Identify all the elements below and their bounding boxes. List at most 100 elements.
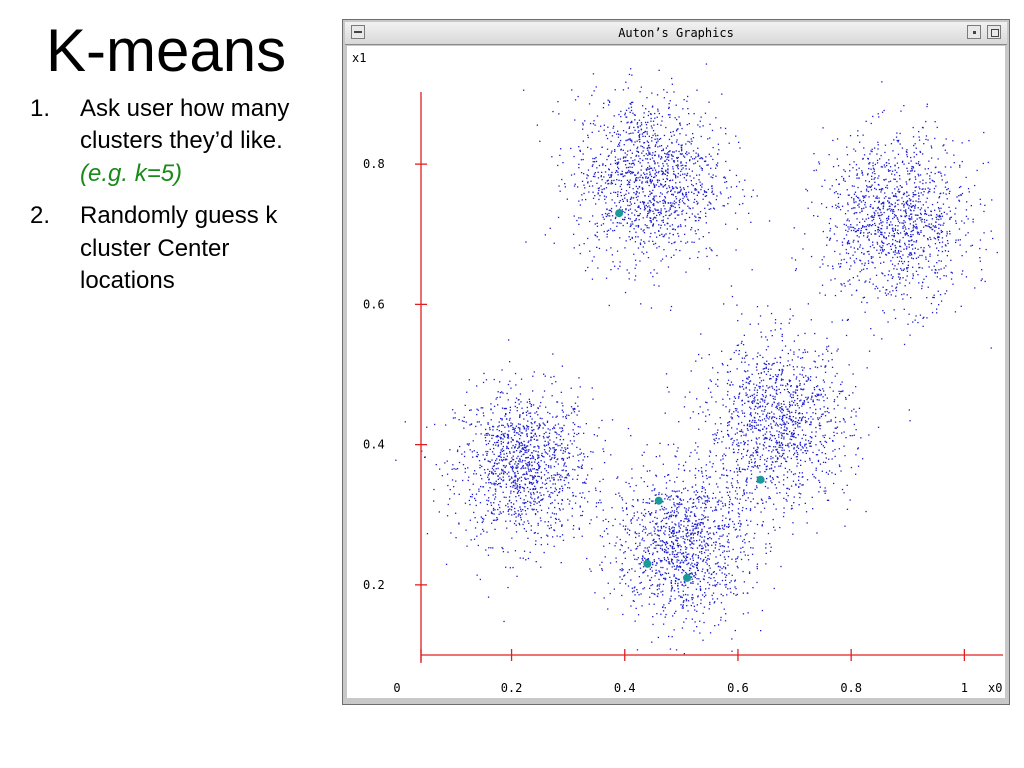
data-point	[644, 195, 646, 197]
data-point	[710, 208, 712, 210]
data-point	[707, 138, 709, 140]
data-point	[553, 545, 555, 547]
data-point	[696, 200, 698, 203]
data-point	[562, 508, 564, 510]
data-point	[511, 514, 513, 516]
data-point	[872, 241, 874, 243]
data-point	[853, 408, 855, 410]
data-point	[682, 197, 684, 200]
data-point	[482, 381, 485, 384]
data-point	[617, 130, 619, 132]
window-titlebar[interactable]: Auton’s Graphics	[345, 22, 1007, 45]
data-point	[488, 497, 490, 499]
data-point	[668, 159, 670, 161]
data-point	[548, 527, 551, 530]
maximize-icon[interactable]	[987, 25, 1001, 39]
data-point	[792, 434, 795, 436]
data-point	[561, 499, 563, 501]
data-point	[778, 444, 781, 446]
data-point	[527, 450, 530, 452]
data-point	[559, 509, 561, 511]
minimize-icon[interactable]	[967, 25, 981, 39]
data-point	[628, 133, 630, 135]
data-point	[736, 498, 738, 500]
data-point	[921, 254, 923, 257]
data-point	[717, 143, 719, 145]
window-menu-icon[interactable]	[351, 25, 365, 39]
data-point	[746, 394, 748, 396]
data-point	[492, 519, 495, 521]
data-point	[769, 412, 771, 414]
data-point	[915, 270, 918, 272]
data-point	[679, 198, 681, 200]
data-point	[849, 135, 852, 137]
data-point	[906, 204, 909, 206]
data-point	[580, 172, 583, 174]
data-point	[866, 190, 868, 192]
data-point	[944, 186, 947, 188]
data-point	[840, 283, 842, 285]
data-point	[765, 366, 767, 368]
data-point	[911, 165, 913, 168]
data-point	[624, 291, 627, 294]
data-point	[779, 492, 781, 494]
data-point	[911, 213, 913, 215]
data-point	[909, 252, 911, 254]
data-point	[597, 267, 599, 269]
data-point	[650, 125, 653, 127]
data-point	[900, 257, 903, 260]
data-point	[860, 229, 862, 232]
data-point	[667, 217, 669, 220]
data-point	[749, 380, 752, 382]
data-point	[900, 267, 902, 270]
data-point	[509, 425, 512, 427]
data-point	[588, 191, 590, 193]
data-point	[888, 224, 891, 226]
data-point	[743, 443, 745, 446]
data-point	[533, 435, 535, 437]
data-point	[551, 383, 553, 385]
data-point	[508, 496, 511, 498]
data-point	[793, 436, 795, 438]
step-list: 1. Ask user how many clusters they’d lik…	[30, 93, 340, 307]
data-point	[871, 175, 873, 177]
data-point	[561, 490, 564, 492]
data-point	[624, 211, 626, 214]
data-point	[515, 467, 517, 469]
data-point	[507, 399, 509, 401]
data-point	[534, 532, 536, 534]
data-point	[828, 222, 830, 225]
data-point	[476, 521, 479, 523]
data-point	[638, 136, 641, 138]
data-point	[538, 447, 540, 449]
data-point	[746, 428, 749, 430]
data-point	[715, 437, 717, 439]
data-point	[890, 143, 893, 145]
data-point	[577, 95, 579, 98]
data-point	[675, 104, 677, 106]
data-point	[797, 334, 799, 337]
data-point	[760, 511, 762, 513]
data-point	[680, 161, 682, 163]
data-point	[846, 219, 848, 222]
data-point	[514, 485, 516, 487]
data-point	[919, 188, 921, 190]
data-point	[797, 447, 800, 449]
data-point	[537, 475, 539, 477]
data-point	[579, 386, 581, 388]
data-point	[505, 486, 507, 488]
data-point	[439, 468, 441, 470]
data-point	[907, 173, 909, 175]
data-point	[505, 413, 507, 415]
data-point	[572, 429, 574, 431]
data-point	[695, 233, 697, 235]
data-point	[630, 225, 632, 227]
data-point	[913, 156, 915, 158]
data-point	[754, 427, 756, 429]
data-point	[519, 487, 521, 489]
data-point	[742, 380, 744, 382]
data-point	[526, 401, 528, 403]
data-point	[979, 247, 981, 250]
data-point	[564, 484, 566, 486]
data-point	[516, 464, 518, 467]
